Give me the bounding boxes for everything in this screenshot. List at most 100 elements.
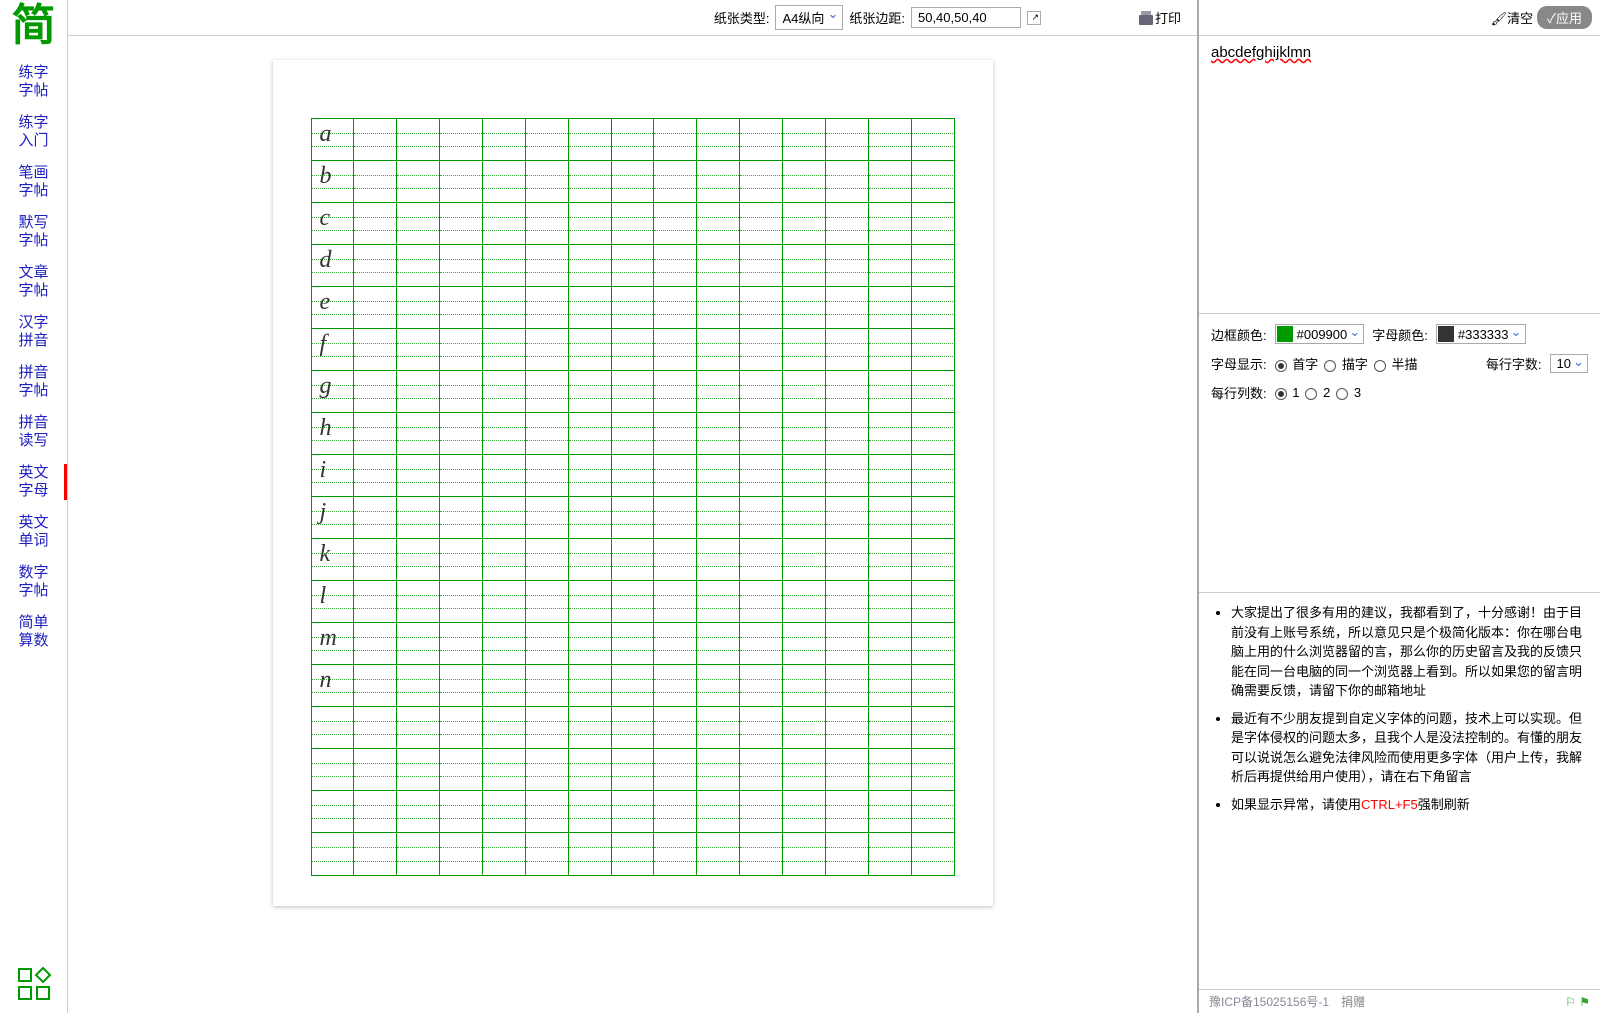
feedback-icon[interactable]: ⚐ ⚑ <box>1565 995 1590 1009</box>
nav-item-8[interactable]: 英文字母 <box>0 464 67 500</box>
grid-cell: l <box>312 581 355 622</box>
grid-cell <box>569 161 612 202</box>
grid-cell <box>397 371 440 412</box>
nav-item-5[interactable]: 汉字拼音 <box>0 314 67 350</box>
display-option-0[interactable]: 首字 <box>1275 357 1319 372</box>
grid-cell <box>354 665 397 706</box>
grid-cell <box>612 707 655 748</box>
main-area: 纸张类型: A4纵向 纸张边距: ↗ 打印 abcdefghijklmn <box>68 0 1198 1013</box>
notes-panel: 大家提出了很多有用的建议，我都看到了，十分感谢！由于目前没有上账号系统，所以意见… <box>1199 593 1600 989</box>
grid-row: f <box>312 329 954 371</box>
practice-grid: abcdefghijklmn <box>311 118 955 876</box>
expand-icon[interactable]: ↗ <box>1027 11 1041 25</box>
grid-cell <box>783 665 826 706</box>
margin-input[interactable] <box>911 7 1021 28</box>
grid-cell <box>483 161 526 202</box>
grid-cell <box>440 623 483 664</box>
grid-cell <box>483 287 526 328</box>
nav-item-2[interactable]: 笔画字帖 <box>0 164 67 200</box>
apply-button[interactable]: ✓应用 <box>1537 6 1592 29</box>
nav-item-9[interactable]: 英文单词 <box>0 514 67 550</box>
grid-cell <box>740 749 783 790</box>
grid-cell <box>440 413 483 454</box>
grid-cell <box>526 623 569 664</box>
grid-cell <box>740 119 783 160</box>
margin-label: 纸张边距: <box>849 8 905 27</box>
grid-row: d <box>312 245 954 287</box>
text-input-area[interactable]: abcdefghijklmn <box>1199 36 1600 314</box>
grid-cell: i <box>312 455 355 496</box>
practice-letter: e <box>320 289 331 316</box>
grid-cell <box>869 287 912 328</box>
note-item: 大家提出了很多有用的建议，我都看到了，十分感谢！由于目前没有上账号系统，所以意见… <box>1231 603 1586 701</box>
canvas-area: abcdefghijklmn <box>68 36 1197 1013</box>
grid-cell <box>483 203 526 244</box>
grid-cell <box>440 581 483 622</box>
letter-color-select[interactable]: #333333 <box>1436 324 1526 344</box>
grid-cell <box>740 665 783 706</box>
grid-cell <box>397 581 440 622</box>
right-panel: 🖌清空 ✓应用 abcdefghijklmn 边框颜色: #009900 字母颜… <box>1198 0 1600 1013</box>
per-row-chars-input[interactable]: 10 <box>1550 354 1588 373</box>
grid-cell <box>654 791 697 832</box>
display-option-2[interactable]: 半描 <box>1374 357 1418 372</box>
display-option-1[interactable]: 描字 <box>1324 357 1368 372</box>
practice-letter: c <box>320 205 331 232</box>
grid-cell <box>612 455 655 496</box>
grid-cell <box>826 287 869 328</box>
grid-cell <box>912 833 954 875</box>
grid-cell <box>912 413 954 454</box>
grid-cell <box>869 497 912 538</box>
grid-cell <box>440 749 483 790</box>
nav-item-3[interactable]: 默写字帖 <box>0 214 67 250</box>
grid-cell <box>826 203 869 244</box>
nav-item-10[interactable]: 数字字帖 <box>0 564 67 600</box>
sidebar-widgets-icon[interactable] <box>0 958 67 1013</box>
practice-letter: l <box>320 583 327 610</box>
grid-cell <box>740 203 783 244</box>
grid-cell <box>440 833 483 875</box>
icp-link[interactable]: 豫ICP备15025156号-1 <box>1209 993 1329 1010</box>
paper-type-select[interactable]: A4纵向 <box>775 5 843 30</box>
nav-item-1[interactable]: 练字入门 <box>0 114 67 150</box>
grid-cell <box>354 539 397 580</box>
practice-letter: g <box>320 373 332 400</box>
grid-cell <box>654 371 697 412</box>
grid-cell <box>483 413 526 454</box>
nav-item-11[interactable]: 简单算数 <box>0 614 67 650</box>
nav-item-6[interactable]: 拼音字帖 <box>0 364 67 400</box>
grid-cell <box>826 371 869 412</box>
grid-cell <box>526 833 569 875</box>
grid-cell <box>483 623 526 664</box>
grid-cell <box>783 749 826 790</box>
grid-cell <box>740 791 783 832</box>
grid-cell <box>612 665 655 706</box>
grid-cell: h <box>312 413 355 454</box>
nav-item-4[interactable]: 文章字帖 <box>0 264 67 300</box>
grid-cell: k <box>312 539 355 580</box>
clear-button[interactable]: 🖌清空 <box>1491 8 1534 27</box>
grid-row: b <box>312 161 954 203</box>
nav-item-0[interactable]: 练字字帖 <box>0 64 67 100</box>
grid-cell <box>440 497 483 538</box>
grid-cell <box>483 707 526 748</box>
grid-cell <box>483 497 526 538</box>
print-button[interactable]: 打印 <box>1133 6 1187 29</box>
grid-cell: n <box>312 665 355 706</box>
cols-option-0[interactable]: 1 <box>1275 385 1300 400</box>
grid-row: n <box>312 665 954 707</box>
donate-link[interactable]: 捐赠 <box>1341 993 1365 1010</box>
grid-cell <box>569 203 612 244</box>
cols-option-2[interactable]: 3 <box>1336 385 1361 400</box>
grid-cell <box>740 707 783 748</box>
cols-option-1[interactable]: 2 <box>1305 385 1330 400</box>
grid-cell <box>740 287 783 328</box>
right-toolbar: 🖌清空 ✓应用 <box>1199 0 1600 36</box>
border-color-select[interactable]: #009900 <box>1275 324 1365 344</box>
grid-row: m <box>312 623 954 665</box>
grid-cell <box>569 665 612 706</box>
grid-cell <box>354 245 397 286</box>
grid-cell <box>526 581 569 622</box>
grid-cell <box>526 749 569 790</box>
nav-item-7[interactable]: 拼音读写 <box>0 414 67 450</box>
